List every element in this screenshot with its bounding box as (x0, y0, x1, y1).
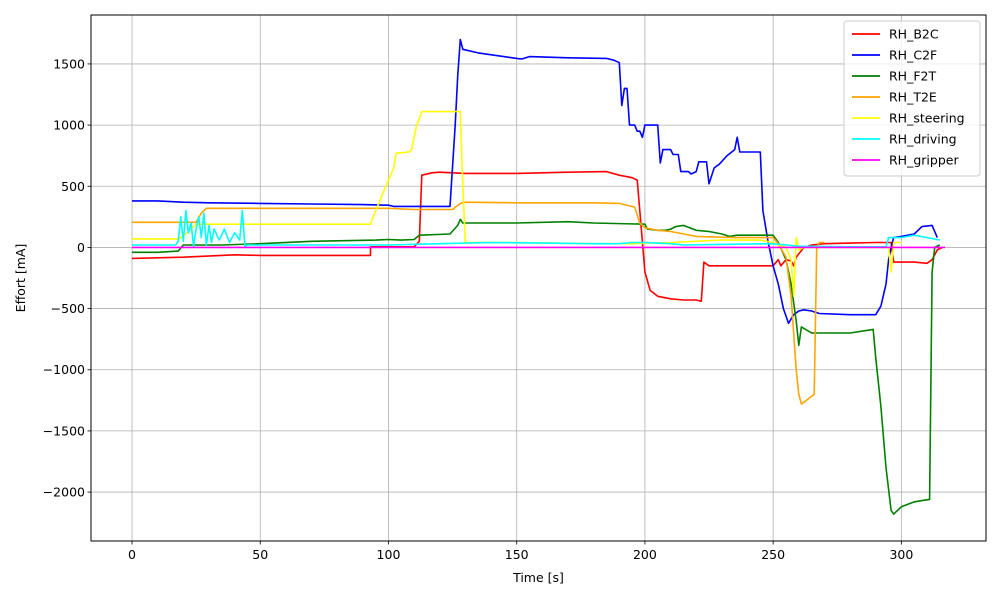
x-tick-label: 250 (761, 547, 785, 562)
x-tick-label: 300 (889, 547, 913, 562)
grid (91, 15, 986, 541)
legend-label: RH_steering (889, 111, 965, 126)
x-axis: 0 50 100 150 200 250 300 (128, 541, 913, 562)
series-line-rh-b2c (131, 170, 943, 302)
x-tick-label: 50 (252, 547, 268, 562)
series-line-rh-c2f (132, 38, 939, 325)
x-tick-label: 200 (633, 547, 657, 562)
series-layer (131, 38, 945, 515)
x-tick-label: 100 (377, 547, 401, 562)
y-axis-title: Effort [mA] (13, 244, 28, 313)
y-tick-label: −500 (51, 301, 85, 316)
y-tick-label: 0 (77, 240, 85, 255)
y-axis: −2000 −1500 −1000 −500 0 500 1000 1500 (43, 56, 91, 500)
series-line-rh-steering (132, 110, 902, 298)
y-tick-label: −1500 (43, 423, 85, 438)
plot-frame (90, 14, 987, 542)
plot-background (91, 15, 986, 541)
legend-label: RH_C2F (889, 48, 937, 63)
x-tick-label: 150 (505, 547, 529, 562)
legend-label: RH_T2E (889, 90, 937, 105)
y-tick-label: 500 (61, 179, 85, 194)
x-tick-label: 0 (128, 547, 136, 562)
series-line-rh-t2e (132, 201, 825, 405)
legend-label: RH_F2T (889, 69, 936, 84)
x-axis-title: Time [s] (512, 570, 564, 585)
y-tick-label: 1000 (53, 118, 85, 133)
legend-label: RH_driving (889, 132, 957, 147)
legend-box (843, 20, 981, 177)
y-tick-label: −2000 (43, 485, 85, 500)
y-tick-label: −1000 (43, 362, 85, 377)
series-line-rh-driving (132, 209, 940, 248)
y-tick-label: 1500 (53, 56, 85, 71)
legend: RH_B2C RH_C2F RH_F2T RH_T2E RH_steering RH_dr… (843, 20, 981, 177)
series-line-rh-f2t (132, 218, 941, 515)
legend-label: RH_B2C (889, 27, 939, 42)
legend-label: RH_gripper (889, 153, 959, 168)
